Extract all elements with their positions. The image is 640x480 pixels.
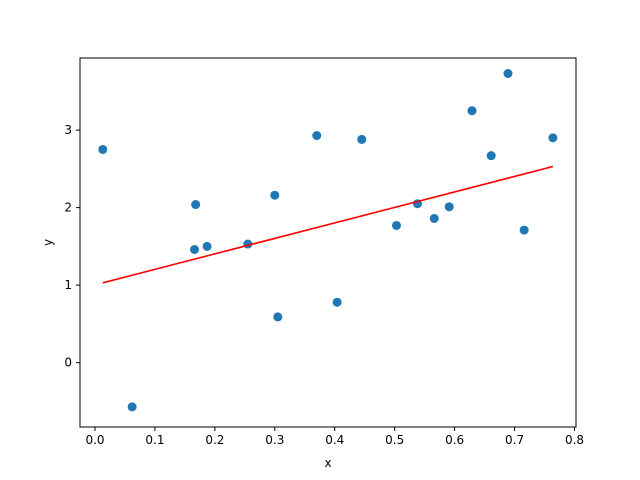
y-tick-label: 0 xyxy=(64,356,72,370)
data-point xyxy=(273,312,283,322)
x-tick-label: 0.6 xyxy=(445,433,464,447)
data-point xyxy=(98,144,108,154)
regression-line xyxy=(102,165,554,284)
data-point xyxy=(357,134,367,144)
data-point xyxy=(467,106,477,116)
y-axis-label: y xyxy=(41,239,55,246)
y-tick-label: 3 xyxy=(64,123,72,137)
data-point xyxy=(391,220,401,230)
x-tick-label: 0.8 xyxy=(565,433,584,447)
x-tick-label: 0.7 xyxy=(505,433,524,447)
ticks-layer: 0.0 0.1 0.2 0.3 0.4 0.5 0.6 0.7 0.8 0 1 2 3 xyxy=(64,123,584,447)
x-tick-label: 0.3 xyxy=(265,433,284,447)
data-point xyxy=(191,200,201,210)
x-tick-label: 0.4 xyxy=(325,433,344,447)
data-point xyxy=(332,297,342,307)
data-point xyxy=(127,402,137,412)
data-point xyxy=(189,244,199,254)
x-tick-label: 0.5 xyxy=(385,433,404,447)
data-point xyxy=(486,151,496,161)
y-tick-label: 2 xyxy=(64,201,72,215)
x-tick-label: 0.0 xyxy=(85,433,104,447)
data-point xyxy=(503,69,513,79)
data-point xyxy=(429,213,439,223)
y-tick-label: 1 xyxy=(64,278,72,292)
data-point xyxy=(312,131,322,141)
data-point xyxy=(270,190,280,200)
plot-frame xyxy=(79,57,577,428)
x-tick-label: 0.2 xyxy=(205,433,224,447)
data-point xyxy=(548,133,558,143)
data-point xyxy=(519,225,529,235)
data-point xyxy=(444,202,454,212)
x-axis-label: x xyxy=(324,456,331,470)
x-tick-label: 0.1 xyxy=(145,433,164,447)
data-point xyxy=(202,241,212,251)
plot-layer xyxy=(98,69,558,412)
